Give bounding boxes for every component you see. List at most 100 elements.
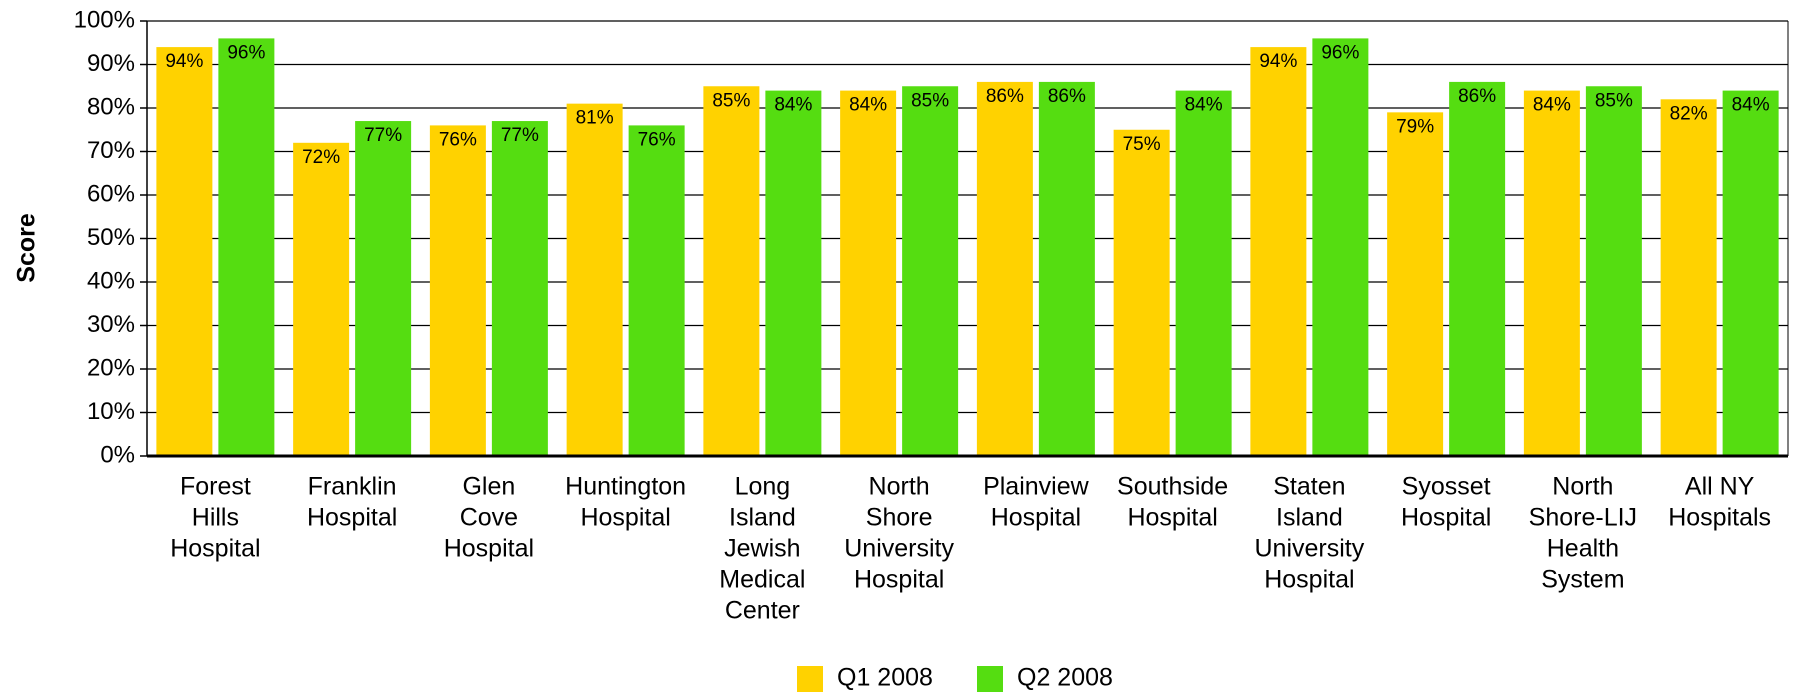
data-label: 96%	[227, 42, 265, 63]
x-tick-label: Staten	[1273, 473, 1345, 501]
x-tick-label: North	[869, 473, 930, 501]
bar	[1250, 47, 1307, 456]
bar	[902, 86, 959, 456]
y-axis-label: Score	[13, 213, 41, 283]
x-tick-label: Hospitals	[1668, 504, 1771, 532]
x-tick-label: Glen	[462, 473, 515, 501]
data-label: 86%	[986, 86, 1024, 107]
bar	[1449, 81, 1506, 457]
bar	[1722, 90, 1779, 456]
y-tick-label: 80%	[87, 93, 135, 120]
data-label: 81%	[576, 108, 614, 129]
bar	[491, 121, 548, 457]
data-label: 84%	[1732, 95, 1770, 116]
x-tick-label: Medical	[719, 566, 805, 594]
data-label: 84%	[1533, 95, 1571, 116]
bar	[703, 86, 760, 456]
x-tick-label: Hills	[192, 504, 239, 532]
data-label: 75%	[1123, 134, 1161, 155]
legend-label: Q2 2008	[1017, 664, 1113, 692]
x-tick-label: Island	[729, 504, 796, 532]
x-tick-label: Jewish	[724, 535, 800, 563]
data-label: 79%	[1396, 116, 1434, 137]
x-tick-label: Hospital	[307, 504, 397, 532]
x-tick-label: Health	[1547, 535, 1619, 563]
bar	[355, 121, 412, 457]
data-label: 96%	[1321, 42, 1359, 63]
data-label: 84%	[1185, 95, 1223, 116]
data-label: 72%	[302, 147, 340, 168]
x-tick-label: All NY	[1685, 473, 1755, 501]
bar	[1175, 90, 1232, 456]
bar	[1387, 112, 1444, 456]
bar	[1312, 38, 1369, 457]
legend-label: Q1 2008	[837, 664, 933, 692]
legend-swatch	[977, 666, 1003, 692]
x-tick-label: Hospital	[580, 504, 670, 532]
x-tick-label: University	[1255, 535, 1365, 563]
x-tick-label: University	[844, 535, 954, 563]
x-tick-label: Hospital	[1401, 504, 1491, 532]
bar	[765, 90, 822, 456]
data-label: 85%	[911, 90, 949, 111]
x-tick-label: Forest	[180, 473, 251, 501]
x-tick-label: Shore	[866, 504, 933, 532]
x-tick-label: Hospital	[991, 504, 1081, 532]
data-label: 82%	[1670, 103, 1708, 124]
y-tick-label: 50%	[87, 224, 135, 251]
x-tick-label: System	[1541, 566, 1624, 594]
y-tick-label: 0%	[100, 441, 135, 468]
data-label: 86%	[1458, 86, 1496, 107]
x-tick-label: Cove	[460, 504, 518, 532]
x-tick-label: Huntington	[565, 473, 686, 501]
y-tick-label: 100%	[74, 6, 135, 33]
bar	[293, 142, 350, 457]
bar	[156, 47, 213, 456]
x-tick-label: Island	[1276, 504, 1343, 532]
y-tick-label: 30%	[87, 311, 135, 338]
bar	[976, 81, 1033, 457]
x-tick-label: Hospital	[444, 535, 534, 563]
x-tick-label: North	[1552, 473, 1613, 501]
bar	[1038, 81, 1095, 457]
x-tick-label: Center	[725, 597, 800, 625]
y-tick-label: 20%	[87, 354, 135, 381]
y-tick-label: 70%	[87, 137, 135, 164]
data-label: 76%	[638, 129, 676, 150]
data-label: 94%	[1259, 51, 1297, 72]
y-tick-label: 10%	[87, 398, 135, 425]
y-tick-label: 90%	[87, 50, 135, 77]
y-tick-label: 60%	[87, 180, 135, 207]
x-tick-label: Syosset	[1402, 473, 1491, 501]
bar	[218, 38, 275, 457]
x-tick-label: Franklin	[308, 473, 397, 501]
x-tick-label: Plainview	[983, 473, 1090, 501]
x-tick-label: Shore-LIJ	[1529, 504, 1637, 532]
x-tick-label: Southside	[1117, 473, 1228, 501]
bar	[1585, 86, 1642, 456]
data-label: 85%	[1595, 90, 1633, 111]
x-tick-label: Hospital	[854, 566, 944, 594]
data-label: 86%	[1048, 86, 1086, 107]
bar	[1523, 90, 1580, 456]
data-label: 84%	[849, 95, 887, 116]
data-label: 84%	[774, 95, 812, 116]
data-label: 77%	[501, 125, 539, 146]
bar	[628, 125, 685, 457]
bar	[1113, 129, 1170, 456]
x-tick-label: Hospital	[1264, 566, 1354, 594]
x-tick-label: Hospital	[1127, 504, 1217, 532]
data-label: 77%	[364, 125, 402, 146]
x-tick-label: Long	[735, 473, 791, 501]
data-label: 94%	[165, 51, 203, 72]
bar	[840, 90, 897, 456]
bar	[429, 125, 486, 457]
bar	[1660, 99, 1717, 457]
bar	[566, 103, 623, 457]
data-label: 76%	[439, 129, 477, 150]
y-tick-label: 40%	[87, 267, 135, 294]
legend-swatch	[797, 666, 823, 692]
data-label: 85%	[712, 90, 750, 111]
x-tick-label: Hospital	[170, 535, 260, 563]
